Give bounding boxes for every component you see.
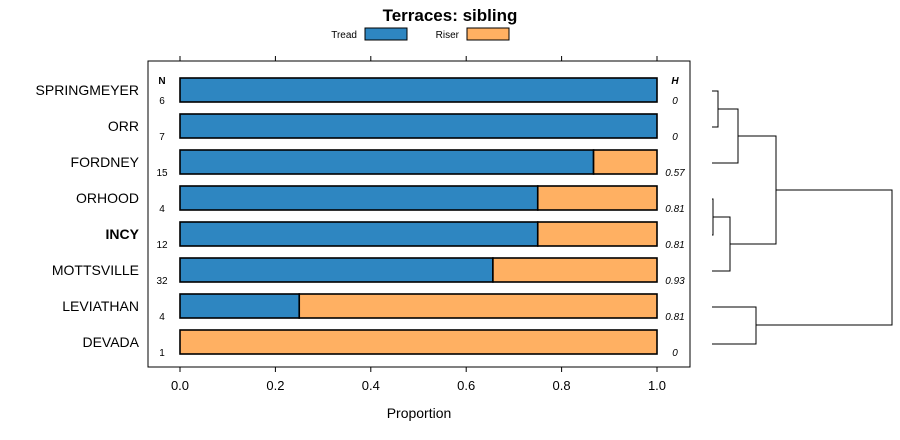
bar-riser-mottsville [493,258,657,282]
h-column-header: H [671,76,679,87]
bar-tread-orhood [180,186,538,210]
n-value-devada: 1 [159,348,165,359]
x-tick-label-0-4: 0.4 [362,378,380,393]
dendrogram-branch-incy-mottsville [712,217,730,271]
dendrogram-branch-springmeyer-orr [712,91,718,127]
n-value-leviathan: 4 [159,312,165,323]
bar-riser-fordney [594,150,657,174]
bar-riser-orhood [538,186,657,210]
category-label-orhood: ORHOOD [76,190,139,206]
n-value-orr: 7 [159,132,165,143]
legend-swatch-riser [467,28,509,40]
h-value-fordney: 0.57 [665,168,685,179]
legend-swatch-tread [365,28,407,40]
bar-tread-orr [180,114,657,138]
dendrogram-branch-upper-cluster [730,136,776,244]
n-value-springmeyer: 6 [159,96,165,107]
h-value-leviathan: 0.81 [665,312,684,323]
bar-tread-incy [180,222,538,246]
x-tick-label-1-0: 1.0 [648,378,666,393]
h-value-devada: 0 [672,348,678,359]
bar-riser-leviathan [299,294,657,318]
legend: Tread Riser [331,28,509,41]
h-value-incy: 0.81 [665,240,684,251]
x-axis-label: Proportion [387,405,452,421]
bar-riser-devada [180,330,657,354]
category-label-fordney: FORDNEY [71,154,140,170]
h-value-mottsville: 0.93 [665,276,685,287]
category-label-orr: ORR [108,118,139,134]
category-label-devada: DEVADA [82,334,139,350]
bar-riser-incy [538,222,657,246]
category-label-springmeyer: SPRINGMEYER [36,82,139,98]
bar-tread-springmeyer [180,78,657,102]
dendrogram-branch-orhood-incy [712,199,713,235]
category-label-incy: INCY [106,226,140,242]
h-value-orhood: 0.81 [665,204,684,215]
category-label-leviathan: LEVIATHAN [62,298,139,314]
bar-tread-mottsville [180,258,493,282]
x-tick-label-0-6: 0.6 [457,378,475,393]
legend-label-tread: Tread [331,30,357,41]
bars-layer [180,78,657,354]
n-value-mottsville: 32 [156,276,168,287]
h-value-springmeyer: 0 [672,96,678,107]
bar-tread-leviathan [180,294,299,318]
h-value-orr: 0 [672,132,678,143]
chart-root: Terraces: sibling Tread Riser N H SPRING… [0,0,900,440]
n-value-incy: 12 [156,240,168,251]
plot-panel [148,61,690,367]
n-value-orhood: 4 [159,204,165,215]
n-column-header: N [158,76,165,87]
n-value-fordney: 15 [156,168,168,179]
dendrogram-branch-leviathan-devada [712,307,756,344]
x-tick-label-0-8: 0.8 [553,378,571,393]
chart-title: Terraces: sibling [383,6,518,25]
dendrogram-branch-orr-fordney [712,109,738,163]
x-tick-label-0-0: 0.0 [171,378,189,393]
bar-tread-fordney [180,150,594,174]
dendrogram [712,91,892,344]
legend-label-riser: Riser [436,30,460,41]
x-tick-label-0-2: 0.2 [266,378,284,393]
category-label-mottsville: MOTTSVILLE [52,262,139,278]
